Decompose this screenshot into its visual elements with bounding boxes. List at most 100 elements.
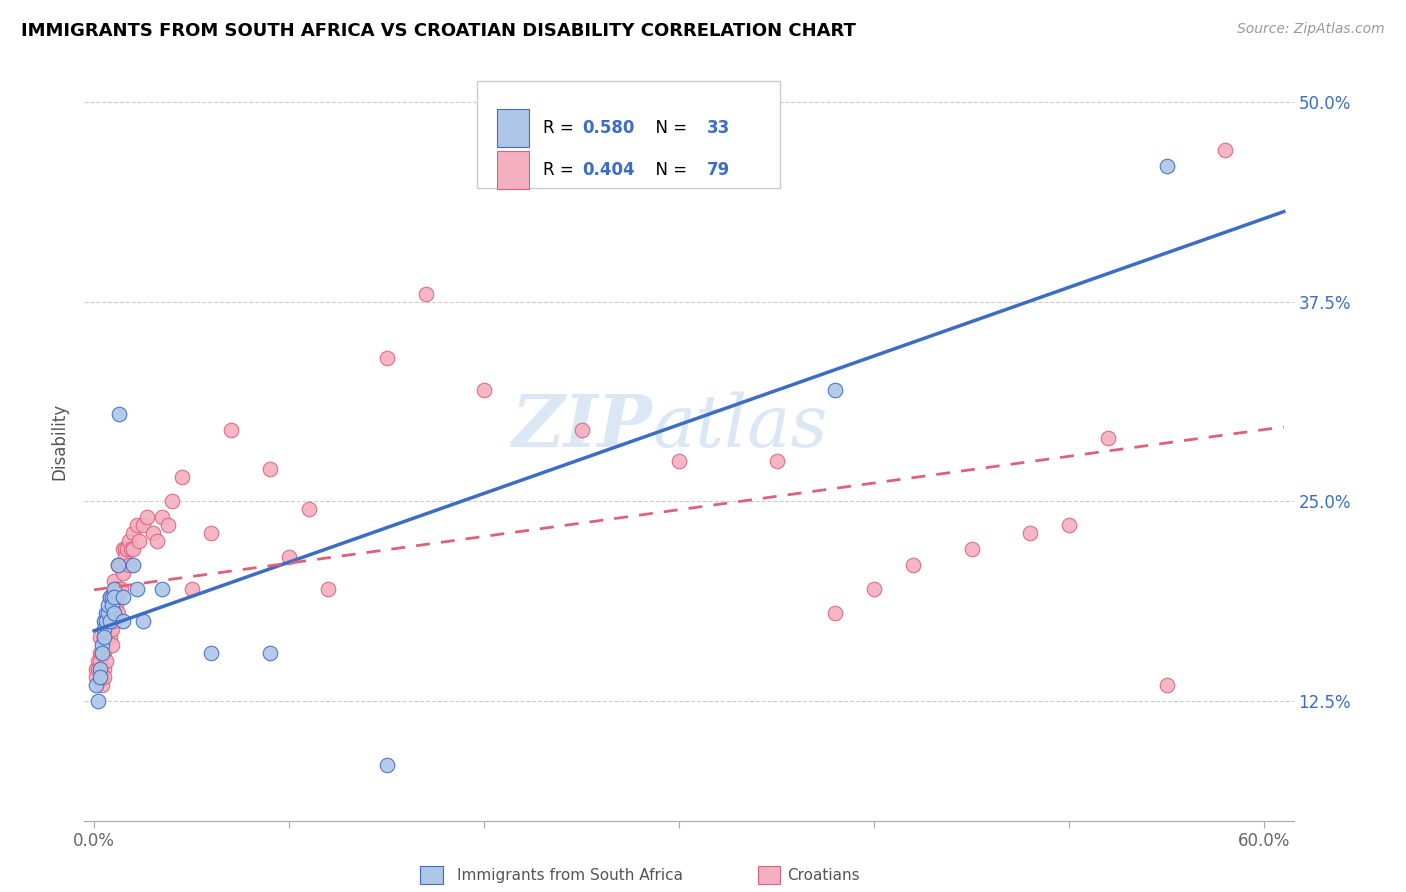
Point: [375, 351, 398, 365]
Point: [103, 590, 125, 604]
Point: [1057, 518, 1080, 533]
Point: [125, 518, 148, 533]
Point: [298, 502, 321, 516]
Text: 0.580: 0.580: [582, 120, 636, 137]
Point: [145, 534, 167, 549]
Point: [112, 590, 135, 604]
Point: [112, 614, 135, 628]
Text: Immigrants from South Africa: Immigrants from South Africa: [457, 868, 683, 882]
Point: [107, 590, 129, 604]
Point: [1097, 431, 1119, 445]
Point: [103, 582, 125, 597]
Point: [765, 454, 787, 468]
Point: [87, 694, 110, 708]
Point: [668, 454, 690, 468]
Point: [93, 630, 115, 644]
Text: R =: R =: [543, 161, 579, 179]
Point: [114, 550, 136, 565]
Point: [89, 654, 111, 668]
Point: [122, 542, 145, 557]
Point: [150, 510, 173, 524]
Point: [128, 534, 150, 549]
Point: [824, 606, 846, 620]
Point: [93, 622, 115, 636]
Point: [160, 494, 183, 508]
Point: [97, 598, 120, 612]
Point: [180, 582, 202, 597]
Text: 33: 33: [707, 120, 730, 137]
Text: Croatians: Croatians: [787, 868, 860, 882]
Point: [1156, 678, 1178, 692]
Point: [89, 670, 111, 684]
Point: [118, 558, 141, 573]
Point: [117, 542, 139, 557]
Point: [103, 598, 125, 612]
Text: atlas: atlas: [652, 391, 828, 462]
Point: [93, 630, 115, 644]
Point: [84, 678, 107, 692]
Point: [259, 462, 281, 476]
Point: [89, 662, 111, 676]
Point: [108, 407, 131, 421]
Point: [87, 662, 110, 676]
FancyBboxPatch shape: [496, 110, 529, 147]
Point: [960, 542, 983, 557]
Point: [122, 526, 145, 541]
Text: N =: N =: [645, 161, 693, 179]
Point: [104, 598, 127, 612]
Point: [93, 670, 115, 684]
Text: R =: R =: [543, 120, 579, 137]
Point: [219, 423, 242, 437]
Point: [98, 590, 121, 604]
Point: [120, 542, 142, 557]
Point: [132, 614, 155, 628]
Point: [98, 630, 121, 644]
Point: [472, 383, 495, 397]
Point: [103, 574, 125, 589]
Point: [98, 614, 121, 628]
Point: [107, 606, 129, 620]
Point: [107, 558, 129, 573]
Point: [170, 470, 193, 484]
Point: [90, 638, 112, 652]
Point: [104, 582, 127, 597]
Point: [100, 590, 122, 604]
Point: [114, 542, 136, 557]
Point: [93, 646, 115, 660]
Point: [200, 646, 222, 660]
Point: [108, 558, 131, 573]
Point: [97, 630, 120, 644]
Point: [107, 558, 129, 573]
Y-axis label: Disability: Disability: [51, 403, 69, 480]
Point: [90, 678, 112, 692]
Point: [903, 558, 925, 573]
Point: [94, 654, 117, 668]
Point: [98, 614, 121, 628]
Point: [125, 582, 148, 597]
FancyBboxPatch shape: [496, 151, 529, 189]
Point: [415, 286, 437, 301]
Point: [94, 606, 117, 620]
Point: [90, 646, 112, 660]
Point: [100, 598, 122, 612]
Point: [278, 550, 301, 565]
Point: [90, 670, 112, 684]
Point: [100, 598, 122, 612]
Point: [90, 646, 112, 660]
Point: [157, 518, 180, 533]
Point: [150, 582, 173, 597]
Point: [89, 630, 111, 644]
Point: [142, 526, 165, 541]
Point: [259, 646, 281, 660]
Point: [89, 646, 111, 660]
Point: [200, 526, 222, 541]
Point: [1156, 159, 1178, 173]
Point: [103, 614, 125, 628]
Point: [84, 662, 107, 676]
Point: [100, 622, 122, 636]
Point: [93, 614, 115, 628]
Point: [375, 757, 398, 772]
Point: [135, 510, 157, 524]
Point: [94, 614, 117, 628]
Point: [132, 518, 155, 533]
